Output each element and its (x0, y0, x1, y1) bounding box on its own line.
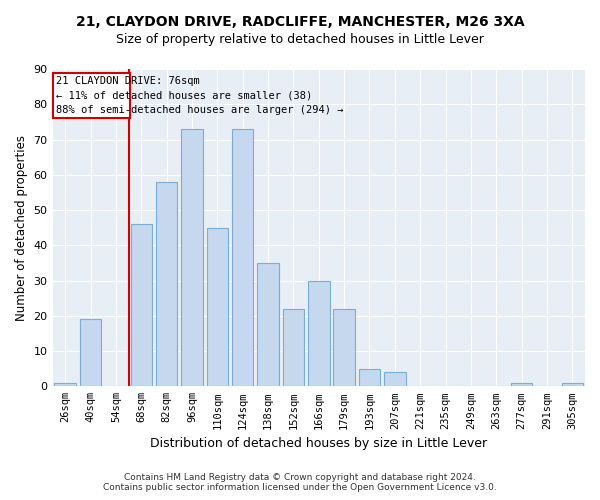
Bar (359, 368, 380, 386)
Bar (232, 129, 253, 386)
Bar (334, 308, 355, 386)
Bar (55, 383, 76, 386)
Bar (80, 320, 101, 386)
Bar (308, 280, 329, 386)
Bar (511, 383, 532, 386)
Bar (283, 308, 304, 386)
Text: 21 CLAYDON DRIVE: 76sqm
← 11% of detached houses are smaller (38)
88% of semi-de: 21 CLAYDON DRIVE: 76sqm ← 11% of detache… (56, 76, 344, 115)
Text: Size of property relative to detached houses in Little Lever: Size of property relative to detached ho… (116, 32, 484, 46)
Bar (257, 263, 279, 386)
Text: Contains HM Land Registry data © Crown copyright and database right 2024.
Contai: Contains HM Land Registry data © Crown c… (103, 473, 497, 492)
X-axis label: Distribution of detached houses by size in Little Lever: Distribution of detached houses by size … (150, 437, 487, 450)
Bar (562, 383, 583, 386)
Bar (384, 372, 406, 386)
Bar (181, 129, 203, 386)
FancyBboxPatch shape (53, 72, 130, 118)
Bar (156, 182, 178, 386)
Text: 21, CLAYDON DRIVE, RADCLIFFE, MANCHESTER, M26 3XA: 21, CLAYDON DRIVE, RADCLIFFE, MANCHESTER… (76, 15, 524, 29)
Y-axis label: Number of detached properties: Number of detached properties (15, 134, 28, 320)
Bar (131, 224, 152, 386)
Bar (206, 228, 228, 386)
